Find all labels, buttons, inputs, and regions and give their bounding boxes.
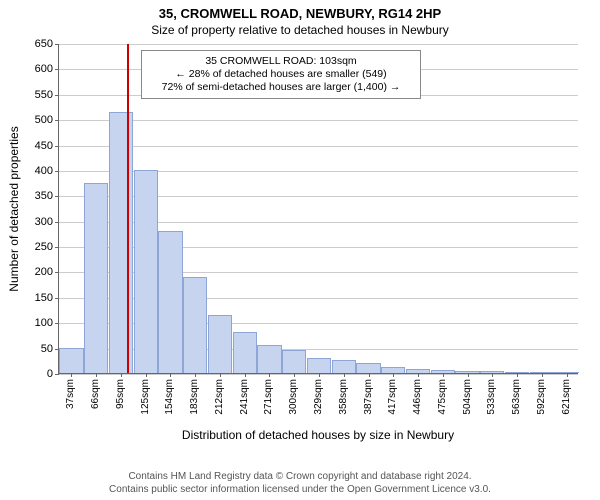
- x-tick-mark: [96, 373, 97, 377]
- annotation-line: ← 28% of detached houses are smaller (54…: [150, 68, 412, 81]
- x-tick-mark: [146, 373, 147, 377]
- y-tick-label: 200: [35, 266, 53, 278]
- y-tick-label: 500: [35, 114, 53, 126]
- x-tick-label: 271sqm: [263, 379, 274, 415]
- y-tick-label: 400: [35, 165, 53, 177]
- y-gridline: [59, 120, 578, 121]
- x-axis-label: Distribution of detached houses by size …: [58, 428, 578, 442]
- y-tick-mark: [55, 146, 59, 147]
- footer: Contains HM Land Registry data © Crown c…: [0, 471, 600, 496]
- y-tick-mark: [55, 222, 59, 223]
- x-tick-label: 66sqm: [90, 379, 101, 409]
- y-tick-mark: [55, 323, 59, 324]
- x-tick-mark: [542, 373, 543, 377]
- x-tick-label: 358sqm: [338, 379, 349, 415]
- x-tick-label: 241sqm: [239, 379, 250, 415]
- y-tick-label: 600: [35, 63, 53, 75]
- x-tick-mark: [517, 373, 518, 377]
- x-tick-label: 37sqm: [65, 379, 76, 409]
- y-tick-mark: [55, 120, 59, 121]
- x-tick-mark: [468, 373, 469, 377]
- x-tick-label: 417sqm: [387, 379, 398, 415]
- y-tick-mark: [55, 171, 59, 172]
- histogram-bar: [158, 231, 182, 373]
- x-tick-mark: [369, 373, 370, 377]
- y-axis-label: Number of detached properties: [7, 126, 21, 291]
- y-tick-label: 350: [35, 190, 53, 202]
- x-tick-mark: [245, 373, 246, 377]
- y-gridline: [59, 44, 578, 45]
- x-tick-label: 563sqm: [511, 379, 522, 415]
- y-tick-label: 650: [35, 38, 53, 50]
- y-tick-label: 300: [35, 216, 53, 228]
- histogram-bar: [356, 363, 380, 373]
- x-tick-mark: [393, 373, 394, 377]
- x-tick-label: 125sqm: [140, 379, 151, 415]
- histogram-bar: [109, 112, 133, 373]
- x-tick-label: 95sqm: [115, 379, 126, 409]
- x-tick-mark: [344, 373, 345, 377]
- x-tick-label: 446sqm: [412, 379, 423, 415]
- y-tick-label: 450: [35, 140, 53, 152]
- x-tick-mark: [492, 373, 493, 377]
- footer-line-1: Contains HM Land Registry data © Crown c…: [0, 471, 600, 484]
- x-tick-mark: [121, 373, 122, 377]
- x-tick-mark: [443, 373, 444, 377]
- histogram-bar: [332, 360, 356, 373]
- x-tick-mark: [294, 373, 295, 377]
- histogram-bar: [233, 332, 257, 373]
- histogram-bar: [307, 358, 331, 373]
- footer-line-2: Contains public sector information licen…: [0, 484, 600, 497]
- y-tick-label: 550: [35, 89, 53, 101]
- histogram-bar: [134, 170, 158, 373]
- histogram-bar: [257, 345, 281, 373]
- y-tick-mark: [55, 298, 59, 299]
- histogram-bar: [208, 315, 232, 373]
- x-tick-mark: [418, 373, 419, 377]
- y-tick-label: 150: [35, 292, 53, 304]
- x-tick-mark: [567, 373, 568, 377]
- histogram-bar: [59, 348, 83, 373]
- x-tick-label: 592sqm: [536, 379, 547, 415]
- y-tick-mark: [55, 95, 59, 96]
- chart-title: 35, CROMWELL ROAD, NEWBURY, RG14 2HP: [0, 0, 600, 21]
- y-tick-label: 0: [47, 368, 53, 380]
- x-tick-mark: [269, 373, 270, 377]
- y-tick-mark: [55, 247, 59, 248]
- x-tick-mark: [319, 373, 320, 377]
- x-tick-label: 183sqm: [189, 379, 200, 415]
- y-tick-label: 250: [35, 241, 53, 253]
- x-tick-mark: [71, 373, 72, 377]
- y-tick-label: 50: [41, 343, 53, 355]
- annotation-line: 35 CROMWELL ROAD: 103sqm: [150, 55, 412, 68]
- x-tick-label: 387sqm: [363, 379, 374, 415]
- plot-area: 0501001502002503003504004505005506006503…: [58, 44, 578, 374]
- y-tick-mark: [55, 196, 59, 197]
- histogram-bar: [84, 183, 108, 373]
- y-tick-mark: [55, 272, 59, 273]
- x-tick-mark: [195, 373, 196, 377]
- x-tick-label: 621sqm: [561, 379, 572, 415]
- annotation-box: 35 CROMWELL ROAD: 103sqm← 28% of detache…: [141, 50, 421, 99]
- x-tick-mark: [220, 373, 221, 377]
- x-tick-label: 329sqm: [313, 379, 324, 415]
- x-tick-label: 300sqm: [288, 379, 299, 415]
- chart-subtitle: Size of property relative to detached ho…: [0, 21, 600, 37]
- histogram-bar: [282, 350, 306, 373]
- x-tick-label: 212sqm: [214, 379, 225, 415]
- x-tick-mark: [170, 373, 171, 377]
- x-tick-label: 154sqm: [164, 379, 175, 415]
- y-gridline: [59, 146, 578, 147]
- histogram-bar: [183, 277, 207, 373]
- y-tick-mark: [55, 69, 59, 70]
- y-tick-mark: [55, 44, 59, 45]
- property-marker-line: [127, 44, 129, 373]
- x-tick-label: 533sqm: [486, 379, 497, 415]
- y-tick-label: 100: [35, 317, 53, 329]
- annotation-line: 72% of semi-detached houses are larger (…: [150, 81, 412, 94]
- x-tick-label: 475sqm: [437, 379, 448, 415]
- x-tick-label: 504sqm: [462, 379, 473, 415]
- y-tick-mark: [55, 374, 59, 375]
- chart-container: 35, CROMWELL ROAD, NEWBURY, RG14 2HP Siz…: [0, 0, 600, 500]
